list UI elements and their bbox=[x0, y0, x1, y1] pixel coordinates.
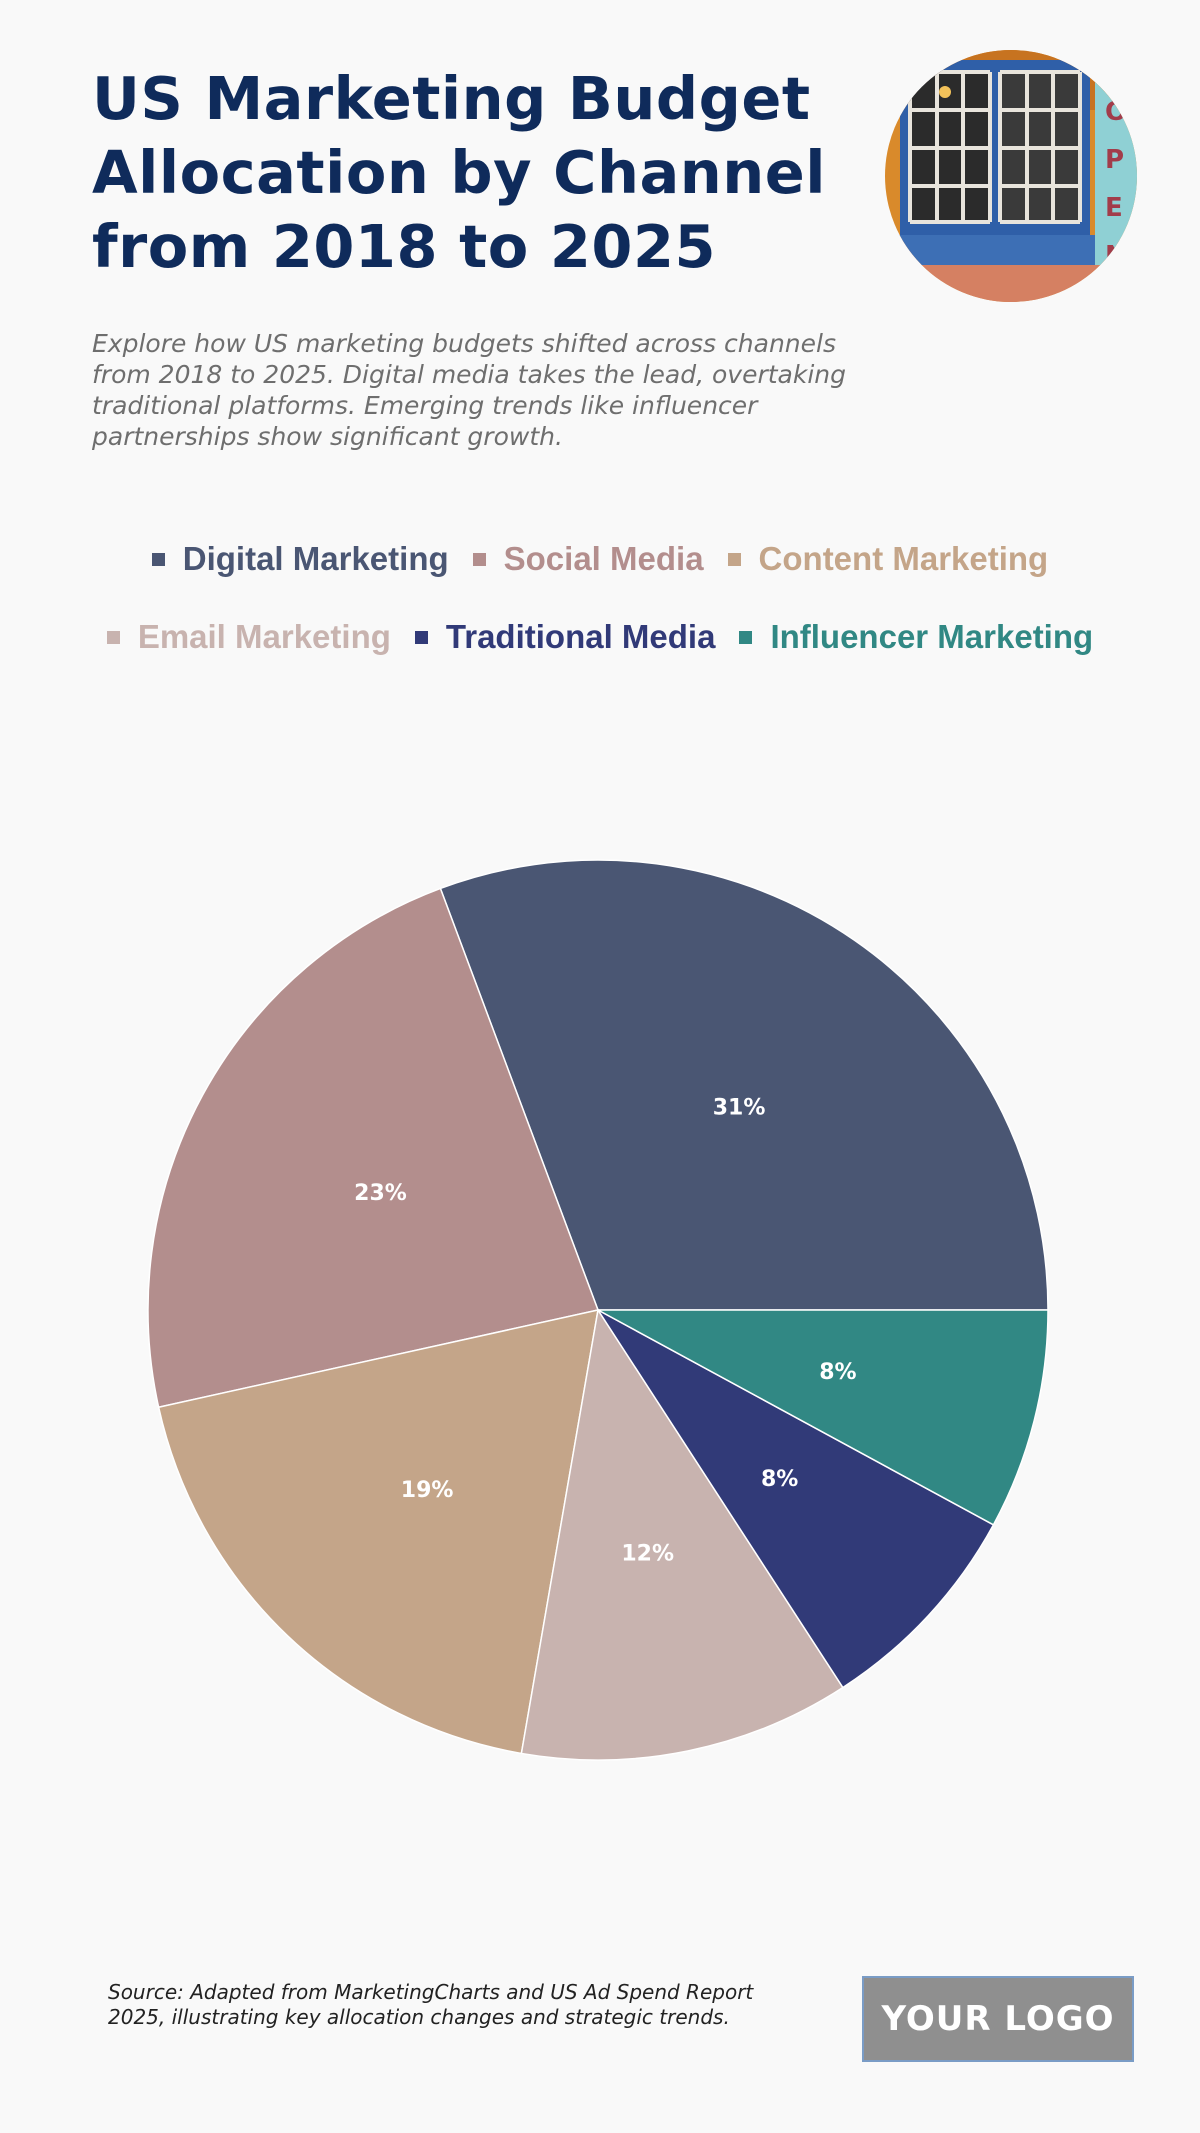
pie-slice-email-marketing bbox=[520, 1307, 844, 1761]
legend-label: Traditional Media bbox=[445, 618, 716, 655]
legend-label: Social Media bbox=[503, 540, 704, 577]
pie-slice-content-marketing bbox=[157, 1309, 599, 1755]
svg-text:E: E bbox=[1105, 193, 1123, 223]
legend-label: Influencer Marketing bbox=[770, 618, 1094, 655]
page-subtitle: Explore how US marketing budgets shifted… bbox=[92, 329, 846, 451]
legend-item: Social Media bbox=[472, 540, 704, 578]
pie-slices bbox=[147, 859, 1049, 1761]
storefront-image: OP EN bbox=[885, 50, 1137, 302]
legend-label: Digital Marketing bbox=[182, 540, 449, 577]
page-title: US Marketing Budget Allocation by Channe… bbox=[92, 64, 827, 281]
legend-swatch bbox=[106, 630, 120, 644]
legend-item: Influencer Marketing bbox=[739, 618, 1093, 656]
logo-placeholder: YOUR LOGO bbox=[862, 1976, 1134, 2062]
legend-swatch bbox=[472, 552, 486, 566]
svg-text:N: N bbox=[1105, 241, 1127, 271]
legend-swatch bbox=[151, 552, 165, 566]
legend-swatch bbox=[739, 630, 753, 644]
legend-label: Email Marketing bbox=[137, 618, 391, 655]
svg-text:P: P bbox=[1105, 145, 1124, 175]
legend-item: Email Marketing bbox=[106, 618, 391, 656]
legend-item: Traditional Media bbox=[414, 618, 716, 656]
svg-text:O: O bbox=[1105, 97, 1127, 127]
legend-label: Content Marketing bbox=[758, 540, 1049, 577]
pie-slice-influencer-marketing bbox=[597, 1309, 1049, 1526]
pie-slice-digital-marketing bbox=[439, 859, 1049, 1311]
source-note: Source: Adapted from MarketingCharts and… bbox=[108, 1980, 754, 2029]
chart-legend: Digital Marketing Social Media Content Mar… bbox=[0, 540, 1200, 656]
legend-swatch bbox=[414, 630, 428, 644]
legend-swatch bbox=[727, 552, 741, 566]
legend-item: Content Marketing bbox=[727, 540, 1049, 578]
legend-item: Digital Marketing bbox=[151, 540, 449, 578]
pie-slice-traditional-media bbox=[597, 1309, 995, 1689]
pie-slice-social-media bbox=[147, 887, 600, 1409]
